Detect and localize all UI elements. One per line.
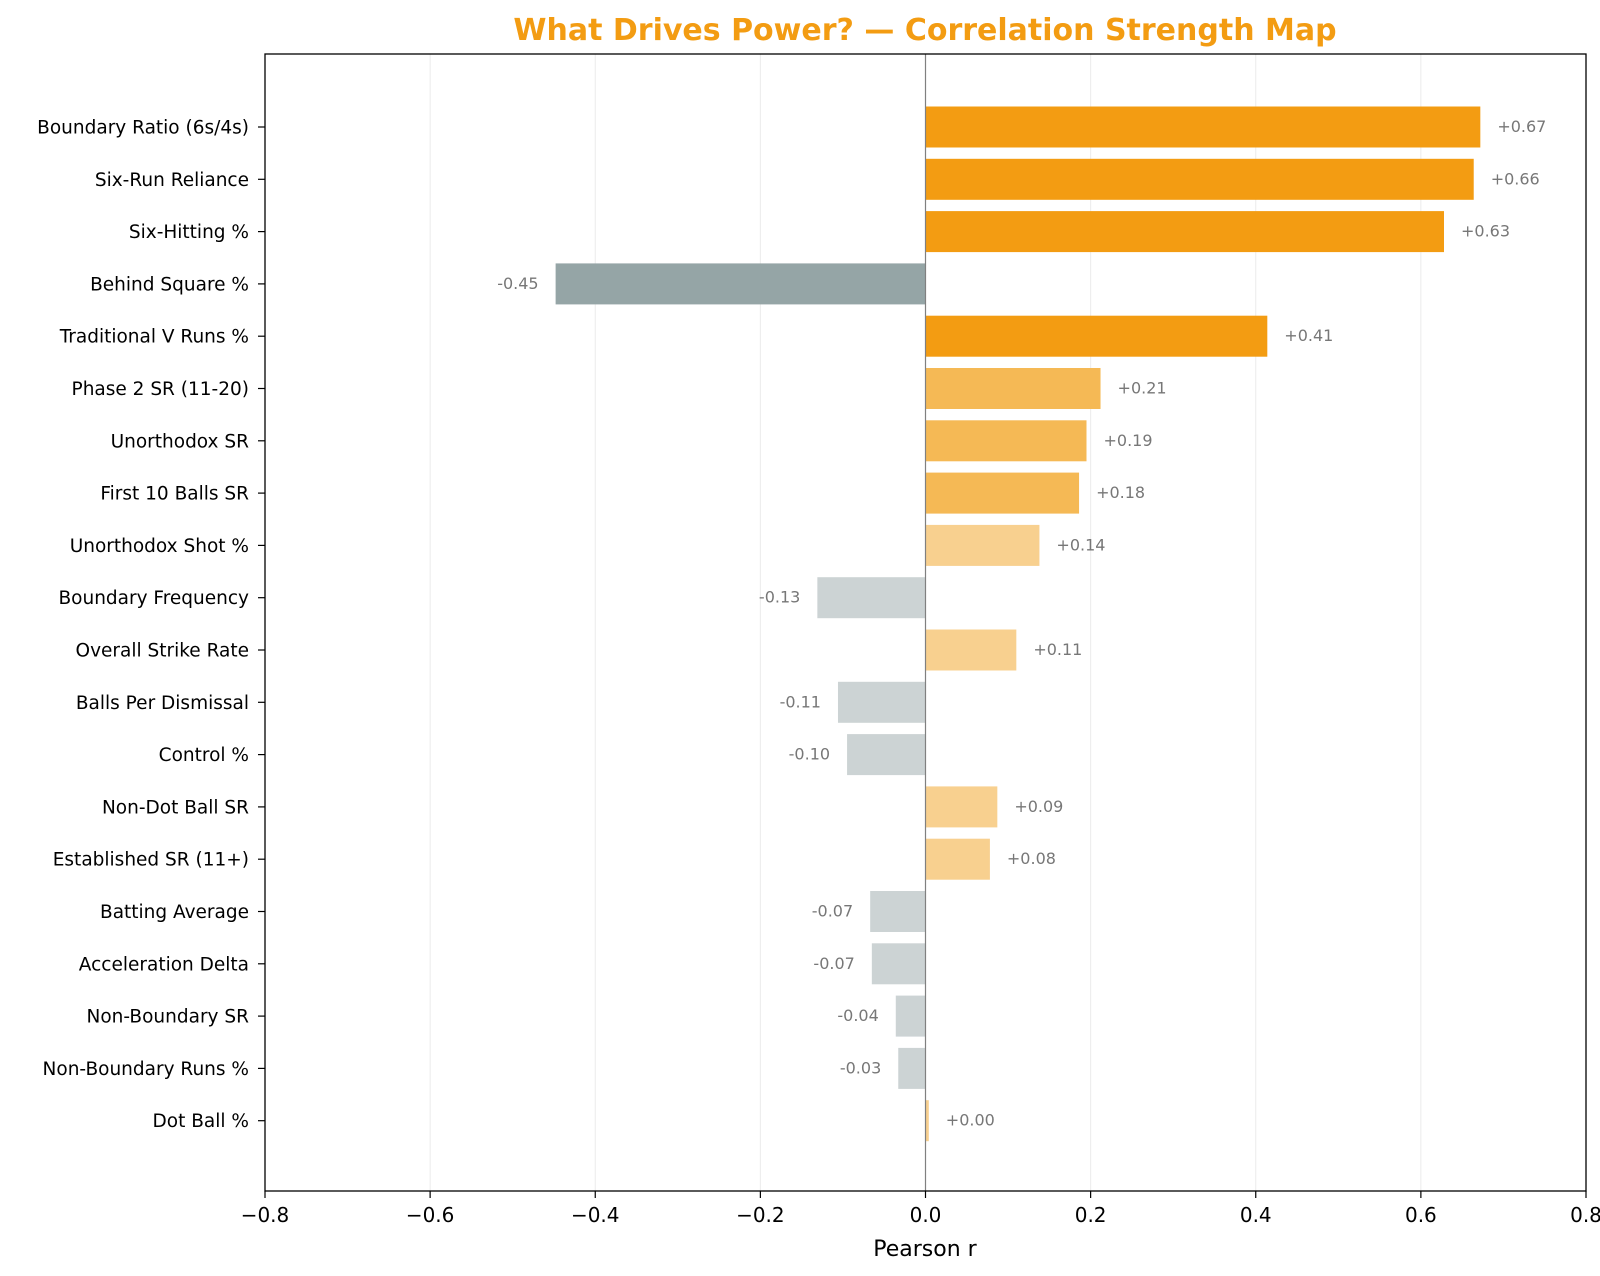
category-label: Six-Hitting % [129,222,249,243]
bar [870,891,926,932]
category-label: Behind Square % [90,274,249,295]
category-label: Six-Run Reliance [95,170,249,191]
category-label: Balls Per Dismissal [76,693,249,714]
bar [925,838,990,880]
bar [871,943,926,985]
x-tick-label: −0.6 [406,1203,455,1227]
value-label: +0.18 [1096,483,1145,502]
bar [925,629,1017,671]
x-axis-title: Pearson r [873,1237,977,1262]
x-tick-label: −0.4 [571,1203,620,1227]
chart-title: What Drives Power? — Correlation Strengt… [513,13,1336,48]
value-label: +0.21 [1118,379,1167,398]
value-label: -0.45 [497,274,538,293]
bar [895,995,926,1037]
x-tick-label: −0.2 [736,1203,785,1227]
category-label: Acceleration Delta [79,954,249,975]
bar [837,681,926,723]
bar [555,263,926,305]
category-label: Non-Boundary Runs % [43,1059,249,1080]
value-label: -0.03 [840,1058,881,1077]
bar [925,524,1040,566]
x-tick-label: −0.8 [241,1203,290,1227]
value-label: +0.67 [1497,117,1546,136]
bar [817,577,926,619]
value-label: -0.11 [780,692,821,711]
value-label: -0.07 [812,902,853,921]
bar [898,1047,926,1089]
category-label: Non-Dot Ball SR [102,797,249,818]
value-label: -0.04 [837,1006,878,1025]
bar [847,734,926,776]
category-label: First 10 Balls SR [100,484,249,505]
category-label: Established SR (11+) [53,850,249,871]
value-label: +0.63 [1461,222,1510,241]
x-tick-label: 0.2 [1075,1203,1107,1227]
x-tick-label: 0.8 [1570,1203,1600,1227]
value-label: +0.11 [1033,640,1082,659]
category-label: Unorthodox SR [111,431,250,452]
value-label: +0.08 [1007,849,1056,868]
x-tick-label: 0.6 [1405,1203,1437,1227]
value-label: -0.07 [813,954,854,973]
bar [925,472,1080,514]
category-label: Overall Strike Rate [76,641,249,662]
category-label: Control % [159,745,249,766]
value-label: -0.13 [759,588,800,607]
value-label: +0.00 [946,1111,995,1130]
bar [925,211,1444,253]
bar [925,786,998,828]
category-label: Batting Average [100,902,249,923]
value-label: +0.19 [1103,431,1152,450]
bar [925,158,1474,200]
category-label: Dot Ball % [153,1111,249,1132]
x-tick-label: 0.0 [910,1203,942,1227]
category-label: Phase 2 SR (11-20) [72,379,249,400]
value-label: +0.66 [1491,169,1540,188]
value-labels: +0.67 +0.66 +0.63 -0.45 +0.41 +0.21 +0.19 +0.18… [497,117,1546,1130]
category-label: Non-Boundary SR [87,1007,250,1028]
category-label: Unorthodox Shot % [70,536,249,557]
value-label: -0.10 [789,745,830,764]
category-labels: Boundary Ratio (6s/4s) Six-Run Reliance Si… [37,118,265,1132]
bar [925,106,1481,148]
category-label: Boundary Ratio (6s/4s) [37,118,249,139]
bar [925,368,1101,409]
category-label: Traditional V Runs % [59,327,249,348]
bar [925,420,1087,462]
bar [925,315,1268,357]
x-tick-label: 0.4 [1240,1203,1272,1227]
value-label: +0.41 [1284,326,1333,345]
bar [925,1100,929,1142]
value-label: +0.09 [1014,797,1063,816]
category-label: Boundary Frequency [58,588,249,609]
value-label: +0.14 [1056,535,1105,554]
bars [555,106,1481,1142]
x-axis-ticks: −0.8 −0.6 −0.4 −0.2 0.0 0.2 0.4 0.6 0.8 [241,1191,1600,1227]
